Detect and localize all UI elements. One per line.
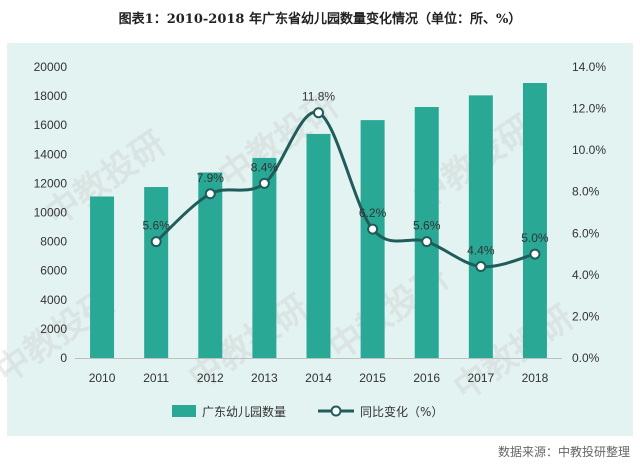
legend: 广东幼儿园数量 同比变化（%） bbox=[172, 404, 443, 419]
y-left-tick-label: 14000 bbox=[34, 147, 68, 161]
yoy-data-label: 5.6% bbox=[413, 219, 441, 233]
bar-2018 bbox=[522, 83, 547, 358]
y-right-tick-label: 12.0% bbox=[572, 102, 606, 116]
y-left-tick-label: 20000 bbox=[34, 60, 68, 74]
y-left-tick-label: 4000 bbox=[40, 293, 67, 307]
x-tick-label: 2012 bbox=[197, 371, 224, 385]
chart-title: 图表1：2010-2018 年广东省幼儿园数量变化情况（单位：所、%） bbox=[118, 12, 522, 27]
y-left-tick-label: 2000 bbox=[40, 322, 67, 336]
y-left-tick-label: 6000 bbox=[40, 264, 67, 278]
yoy-point-2014 bbox=[313, 107, 324, 119]
yoy-data-label: 7.9% bbox=[197, 171, 225, 185]
y-left-tick-label: 0 bbox=[60, 351, 67, 365]
legend-bar-swatch bbox=[172, 405, 196, 417]
y-right-tick-label: 8.0% bbox=[572, 185, 600, 199]
bar-2017 bbox=[468, 95, 493, 358]
y-right-tick-label: 4.0% bbox=[572, 268, 600, 282]
x-tick-label: 2015 bbox=[359, 371, 386, 385]
bar-2010 bbox=[90, 196, 115, 358]
yoy-point-2013 bbox=[258, 177, 270, 189]
yoy-point-2016 bbox=[421, 236, 433, 248]
bar-2011 bbox=[144, 187, 169, 358]
y-left-tick-label: 10000 bbox=[34, 206, 68, 220]
legend-line-marker bbox=[330, 405, 342, 417]
y-right-tick-label: 10.0% bbox=[572, 143, 606, 157]
watermark-text: 中教投研 bbox=[447, 298, 581, 409]
y-right-tick-label: 0.0% bbox=[572, 351, 600, 365]
yoy-data-label: 6.2% bbox=[359, 206, 387, 220]
bar-2016 bbox=[414, 107, 439, 358]
bar-2014 bbox=[306, 133, 331, 358]
x-tick-label: 2010 bbox=[89, 371, 116, 385]
yoy-data-label: 4.4% bbox=[467, 244, 495, 258]
yoy-point-2018 bbox=[529, 248, 541, 260]
yoy-point-2015 bbox=[367, 223, 379, 235]
yoy-change-line bbox=[155, 110, 536, 269]
yoy-point-2012 bbox=[204, 188, 216, 200]
x-tick-label: 2013 bbox=[251, 371, 278, 385]
y-left-tick-label: 8000 bbox=[40, 235, 67, 249]
bar-2012 bbox=[198, 172, 223, 358]
yoy-data-label: 5.6% bbox=[142, 219, 170, 233]
x-tick-label: 2018 bbox=[522, 371, 549, 385]
data-source: 数据来源：中教投研整理 bbox=[497, 445, 630, 459]
y-left-tick-label: 12000 bbox=[34, 176, 68, 190]
y-right-tick-label: 14.0% bbox=[572, 60, 606, 74]
y-right-tick-label: 6.0% bbox=[572, 226, 600, 240]
x-tick-label: 2017 bbox=[467, 371, 494, 385]
legend-line-label: 同比变化（%） bbox=[360, 404, 443, 419]
bar-2013 bbox=[252, 157, 277, 358]
y-left-tick-label: 18000 bbox=[34, 89, 68, 103]
yoy-data-label: 8.4% bbox=[251, 160, 279, 174]
y-right-tick-label: 2.0% bbox=[572, 309, 600, 323]
legend-bar-label: 广东幼儿园数量 bbox=[202, 404, 286, 419]
yoy-data-label: 5.0% bbox=[521, 231, 549, 245]
yoy-point-2011 bbox=[150, 236, 162, 248]
x-tick-label: 2011 bbox=[143, 371, 169, 385]
yoy-point-2017 bbox=[475, 261, 487, 273]
yoy-data-label: 11.8% bbox=[302, 90, 335, 104]
bar-2015 bbox=[360, 120, 385, 358]
x-tick-label: 2016 bbox=[413, 371, 440, 385]
x-tick-label: 2014 bbox=[305, 371, 332, 385]
y-left-tick-label: 16000 bbox=[34, 118, 68, 132]
